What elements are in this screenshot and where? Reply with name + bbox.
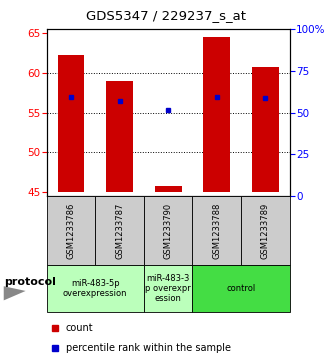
Bar [95,196,144,265]
Bar [58,55,84,192]
Bar [47,265,144,312]
Text: miR-483-3
p overexpr
ession: miR-483-3 p overexpr ession [145,274,191,303]
Polygon shape [4,286,26,301]
Text: GSM1233786: GSM1233786 [66,202,76,259]
Bar [144,265,192,312]
Text: GSM1233789: GSM1233789 [261,203,270,258]
Bar [192,265,290,312]
Text: percentile rank within the sample: percentile rank within the sample [66,343,231,354]
Text: miR-483-5p
overexpression: miR-483-5p overexpression [63,279,128,298]
Text: count: count [66,323,94,333]
Bar [192,196,241,265]
Text: GDS5347 / 229237_s_at: GDS5347 / 229237_s_at [87,9,246,22]
Text: GSM1233790: GSM1233790 [164,203,173,258]
Text: GSM1233787: GSM1233787 [115,202,124,259]
Bar [241,196,290,265]
Text: control: control [226,284,256,293]
Bar [106,81,133,192]
Bar [252,67,279,192]
Bar [47,196,95,265]
Bar [155,187,181,192]
Text: protocol: protocol [4,277,56,286]
Bar [144,196,192,265]
Text: GSM1233788: GSM1233788 [212,202,221,259]
Bar [203,37,230,192]
